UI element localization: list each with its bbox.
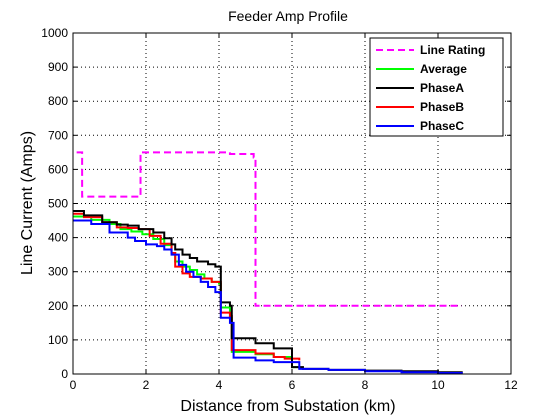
legend-label-phasec: PhaseC xyxy=(420,119,464,133)
axis-ticks: 0 2 4 6 8 10 12 0 100 200 300 400 500 600 700 800 900 100… xyxy=(41,26,518,392)
series-line-phaseb xyxy=(73,212,301,361)
legend-label-phasea: PhaseA xyxy=(420,81,464,95)
y-tick-label: 1000 xyxy=(41,26,68,40)
series-layer xyxy=(73,151,463,374)
legend-label-average: Average xyxy=(420,62,467,76)
y-tick-label: 200 xyxy=(48,299,68,313)
x-tick-label: 6 xyxy=(289,378,296,392)
x-tick-label: 12 xyxy=(504,378,518,392)
y-tick-label: 300 xyxy=(48,265,68,279)
legend-label-phaseb: PhaseB xyxy=(420,100,464,114)
y-tick-label: 900 xyxy=(48,60,68,74)
y-axis-label: Line Current (Amps) xyxy=(19,131,36,275)
series-line-phasec xyxy=(73,219,463,374)
x-tick-label: 10 xyxy=(431,378,445,392)
y-tick-label: 800 xyxy=(48,94,68,108)
grid-lines xyxy=(73,33,511,374)
x-tick-label: 8 xyxy=(362,378,369,392)
chart-title: Feeder Amp Profile xyxy=(228,8,348,24)
y-tick-label: 100 xyxy=(48,333,68,347)
x-tick-label: 0 xyxy=(70,378,77,392)
y-tick-label: 600 xyxy=(48,162,68,176)
y-tick-label: 700 xyxy=(48,128,68,142)
series-line-average xyxy=(73,215,301,369)
x-axis-label: Distance from Substation (km) xyxy=(180,398,395,415)
series-line-line-rating xyxy=(76,151,462,307)
x-tick-label: 2 xyxy=(143,378,150,392)
y-tick-label: 400 xyxy=(48,231,68,245)
x-tick-label: 4 xyxy=(216,378,223,392)
legend: Line Rating Average PhaseA PhaseB PhaseC xyxy=(369,37,504,137)
legend-label-line-rating: Line Rating xyxy=(420,43,485,57)
y-tick-label: 500 xyxy=(48,197,68,211)
y-tick-label: 0 xyxy=(61,367,68,381)
